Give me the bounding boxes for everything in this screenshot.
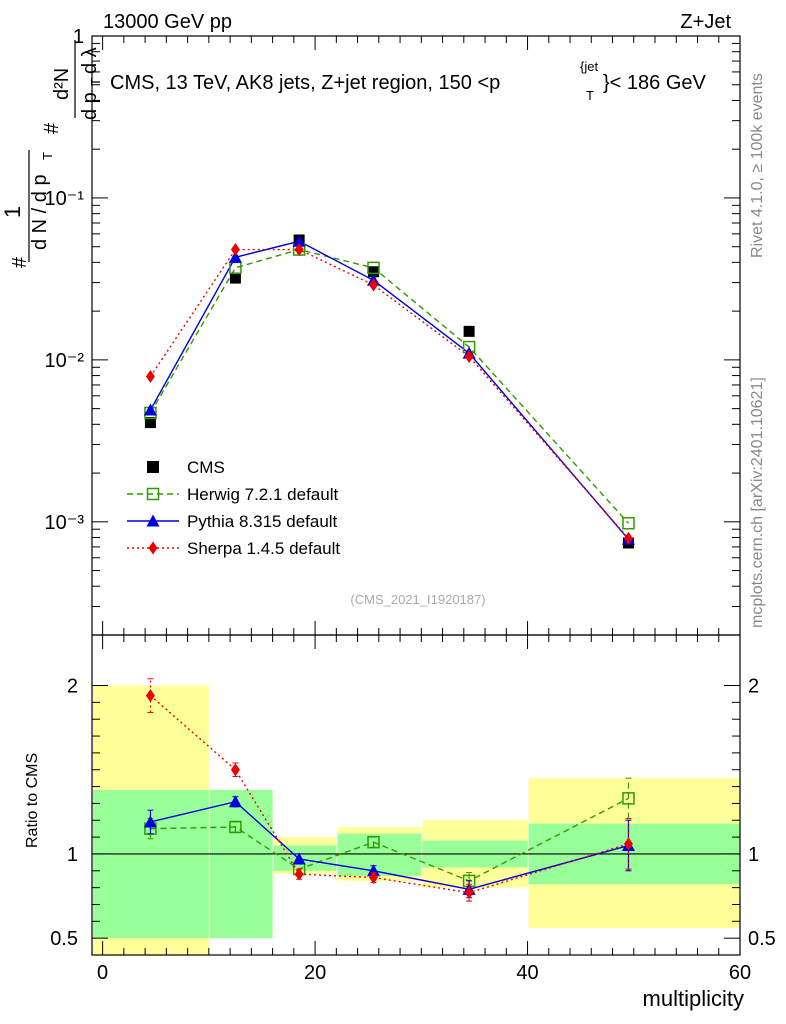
top-line-1 [149, 240, 629, 540]
y-tick-label-bottom: 2 [67, 676, 78, 698]
ratio-point-1-3 [367, 864, 381, 877]
plot-title-sub: T [586, 88, 594, 103]
bottom-panel-marks [143, 678, 635, 902]
ylabel-d2N: d²N [51, 68, 73, 100]
ratio-point-0-5 [622, 792, 635, 805]
ratio-line-1 [150, 800, 629, 891]
legend-label-0: Herwig 7.2.1 default [187, 485, 338, 504]
legend: CMS Herwig 7.2.1 default Pythia 8.315 defa… [127, 458, 340, 558]
x-axis-label: multiplicity [643, 986, 744, 1011]
top-point-0-5 [622, 516, 635, 530]
bottom-frame [91, 634, 741, 956]
ratio-point-1-2 [292, 852, 306, 865]
cms-data-point-4 [463, 325, 475, 337]
header-right: Z+Jet [680, 11, 731, 33]
x-tick-label: 60 [729, 962, 751, 984]
top-point-0-3 [367, 261, 380, 275]
ratio-point-0-1 [229, 820, 242, 834]
top-point-2-4 [464, 349, 474, 363]
side-label-top: Rivet 4.1.0, ≥ 100k events [749, 73, 766, 258]
top-point-2-1 [230, 243, 240, 257]
top-point-2-5 [623, 531, 633, 545]
x-tick-label: 20 [304, 962, 326, 984]
ratio-bands [93, 685, 740, 955]
y-tick-label-bottom-right: 0.5 [748, 928, 776, 950]
ylabel-one: 1 [0, 206, 25, 218]
ylabel-dp: d p [79, 92, 101, 120]
y-tick-label-top: 1 [73, 26, 84, 48]
y-tick-label-bottom: 1 [67, 844, 78, 866]
ratio-point-2-1 [230, 763, 240, 777]
y-tick-label-bottom: 0.5 [50, 928, 78, 950]
ratio-point-2-2 [294, 867, 304, 881]
ratio-point-2-3 [369, 871, 379, 885]
legend-marker-cms [147, 461, 159, 473]
cms-data-point-0 [144, 417, 156, 429]
plot-frames [91, 35, 741, 956]
top-point-2-2 [294, 243, 304, 257]
x-tick-label: 0 [97, 962, 108, 984]
plot-title-end: }< 186 GeV [603, 72, 707, 94]
top-point-2-0 [145, 369, 155, 383]
side-label-bottom: mcplots.cern.ch [arXiv:2401.10621] [749, 377, 766, 628]
header-left: 13000 GeV pp [103, 11, 232, 33]
legend-marker-0 [146, 487, 160, 501]
analysis-watermark: (CMS_2021_I1920187) [350, 592, 485, 607]
ylabel-t2: T [88, 78, 103, 86]
ratio-point-2-0 [145, 689, 155, 703]
ylabel-dl: d λ [79, 47, 101, 74]
cms-data-point-3 [368, 266, 380, 278]
top-point-1-1 [228, 250, 242, 263]
ylabel-hash-1: # [9, 256, 31, 268]
ylabel-hash-2: # [41, 122, 63, 134]
band-inner-1 [209, 789, 273, 939]
ratio-line-0 [150, 797, 629, 882]
ratio-point-0-3 [367, 835, 380, 849]
top-point-1-0 [143, 403, 157, 416]
ylabel-t1: T [40, 152, 55, 160]
plot-title: CMS, 13 TeV, AK8 jets, Z+jet region, 150… [110, 59, 707, 103]
top-panel-marks [143, 234, 635, 549]
cms-data-point-1 [229, 272, 241, 284]
legend-marker-1 [146, 514, 160, 527]
legend-label-2: Sherpa 1.4.5 default [187, 539, 340, 558]
y-axis-label-top: # 1 d N / d p T # d²N d p T d λ [0, 40, 103, 268]
plot-title-main: CMS, 13 TeV, AK8 jets, Z+jet region, 150… [110, 72, 500, 94]
ratio-point-1-1 [228, 795, 242, 808]
ratio-point-2-5 [623, 837, 633, 851]
x-tick-label: 40 [516, 962, 538, 984]
top-point-1-2 [292, 234, 306, 247]
top-line-0 [149, 248, 629, 524]
y-axis-label-bottom: Ratio to CMS [24, 753, 41, 848]
y-tick-label-top: 10⁻³ [45, 512, 85, 534]
top-point-2-3 [369, 278, 379, 292]
legend-label-1: Pythia 8.315 default [187, 512, 338, 531]
ratio-point-2-4 [464, 886, 474, 900]
axis-ticks: 0 20 40 60 1 10⁻¹ 10⁻² 10⁻³ 0.5 0.5 1 1 2 2 [45, 26, 776, 984]
ratio-point-1-0 [143, 815, 157, 828]
legend-label-cms: CMS [187, 458, 225, 477]
plot-title-sup: {jet [580, 59, 598, 74]
y-tick-label-top: 10⁻¹ [45, 188, 85, 210]
y-tick-label-top: 10⁻² [45, 350, 85, 372]
y-tick-label-bottom-right: 2 [748, 676, 759, 698]
legend-marker-2 [148, 541, 158, 555]
y-tick-label-bottom-right: 1 [748, 844, 759, 866]
ylabel-dN: d N / d p [29, 174, 51, 250]
